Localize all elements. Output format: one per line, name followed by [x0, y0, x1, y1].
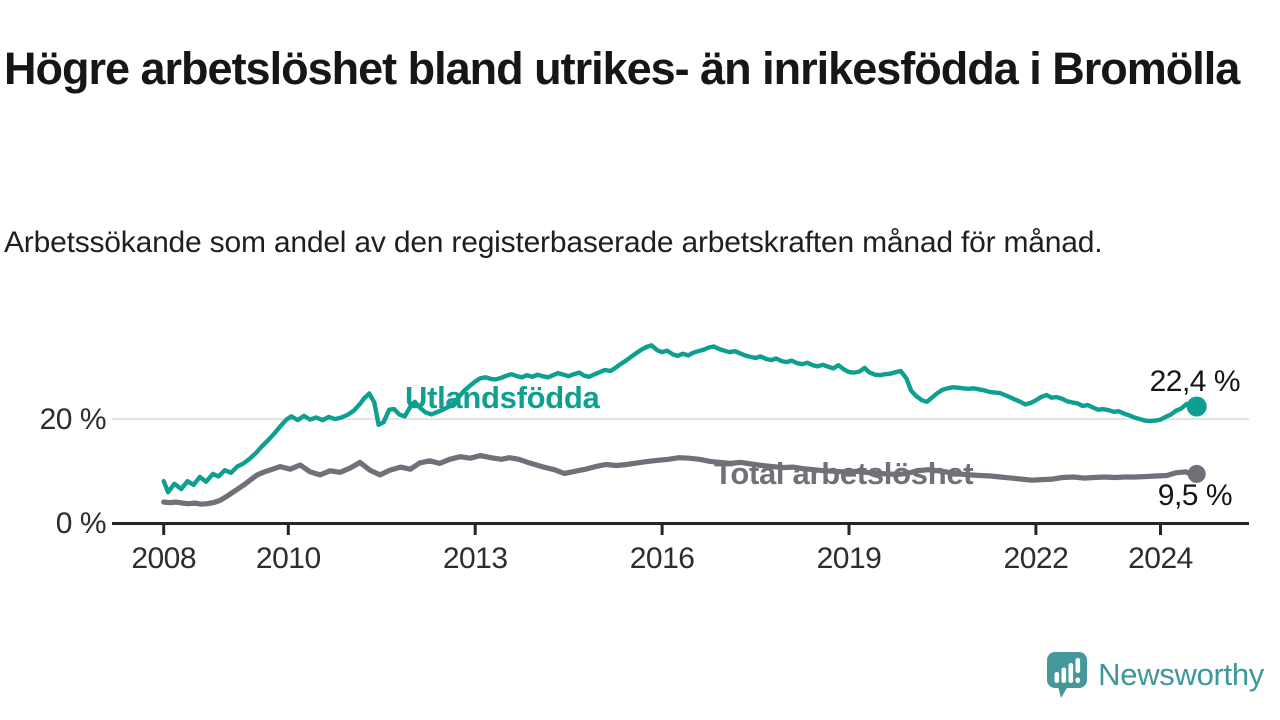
x-tick-label: 2010	[256, 542, 321, 575]
value-label-foreign-born: 22,4 %	[1150, 365, 1240, 398]
series-label-total: Total arbetslöshet	[714, 456, 973, 491]
y-tick-label-0: 0 %	[56, 507, 106, 540]
end-dot-foreign-born	[1186, 396, 1207, 417]
x-tick-label: 2024	[1128, 542, 1193, 575]
value-label-total: 9,5 %	[1158, 479, 1232, 512]
logo-text: Newsworthy	[1098, 657, 1264, 692]
series-label-foreign-born: Utlandsfödda	[405, 380, 601, 415]
series-line-total	[161, 453, 1200, 507]
newsworthy-logo: Newsworthy	[1045, 650, 1264, 700]
end-dot-total	[1187, 464, 1206, 483]
x-tick-label: 2019	[817, 542, 882, 575]
x-tick-label: 2016	[630, 542, 695, 575]
x-tick-label: 2013	[443, 542, 508, 575]
chart-subtitle: Arbetssökande som andel av den registerb…	[4, 226, 1103, 259]
series-line-foreign-born	[161, 343, 1199, 495]
x-axis-ticks: 2008 2010 2013 2016 2019 2022 2024	[131, 523, 1193, 575]
page-title: Högre arbetslöshet bland utrikes- än inr…	[4, 43, 1240, 95]
x-tick-label: 2008	[131, 542, 196, 575]
x-tick-label: 2022	[1004, 542, 1069, 575]
bar-chart-speech-bubble-icon	[1047, 652, 1088, 698]
y-tick-label-20: 20 %	[40, 403, 106, 436]
